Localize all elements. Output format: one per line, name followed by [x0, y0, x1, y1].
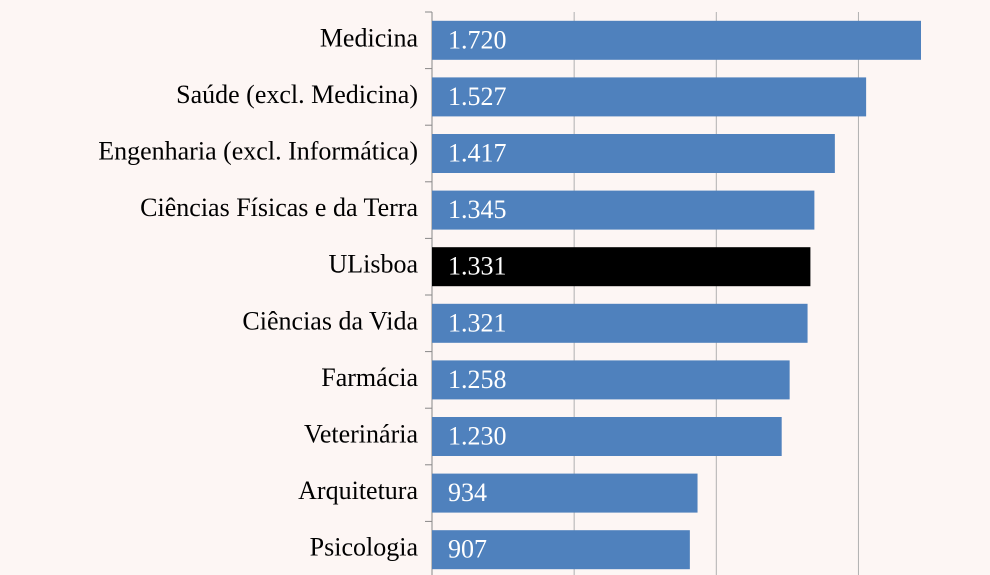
category-label: Engenharia (excl. Informática) — [98, 136, 418, 165]
category-label: Ciências Físicas e da Terra — [140, 193, 418, 222]
bar — [432, 360, 790, 400]
category-label: Medicina — [320, 23, 419, 52]
value-label: 1.720 — [448, 25, 507, 54]
category-label: Farmácia — [321, 363, 418, 392]
bar — [432, 190, 815, 230]
bar — [432, 417, 782, 456]
value-label: 1.417 — [448, 138, 507, 167]
bar — [432, 20, 921, 60]
bar — [432, 473, 698, 513]
category-label: Ciências da Vida — [242, 306, 418, 335]
value-label: 934 — [448, 478, 487, 507]
value-label: 1.345 — [448, 195, 507, 224]
value-label: 907 — [448, 535, 487, 564]
value-label: 1.230 — [448, 421, 507, 450]
bar — [432, 77, 867, 117]
bar — [432, 134, 835, 173]
value-label: 1.527 — [448, 82, 507, 111]
category-label: Veterinária — [304, 419, 419, 448]
bar — [432, 303, 808, 343]
value-label: 1.331 — [448, 252, 507, 281]
category-label: Arquitetura — [298, 476, 418, 505]
value-label: 1.321 — [448, 308, 507, 337]
category-label: Psicologia — [310, 533, 419, 562]
category-label: ULisboa — [328, 250, 418, 279]
category-label: Saúde (excl. Medicina) — [176, 80, 418, 109]
bar — [432, 247, 811, 287]
value-label: 1.258 — [448, 365, 507, 394]
bar — [432, 530, 690, 570]
